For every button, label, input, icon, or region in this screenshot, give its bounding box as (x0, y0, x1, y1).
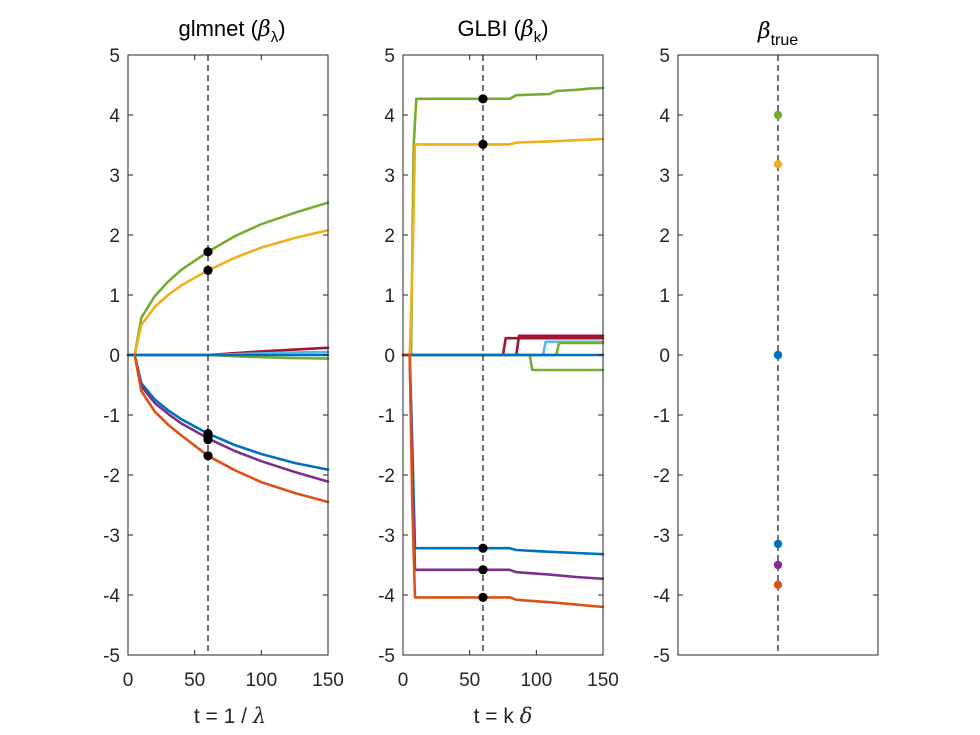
series-line-purple-glbi (401, 353, 605, 581)
y-tick-label-glbi-10: -5 (378, 646, 395, 667)
true-point-orange (773, 580, 783, 589)
y-tick-label-glmnet-10: -5 (103, 646, 120, 667)
y-tick-label-beta-true-7: -2 (653, 466, 670, 487)
y-tick-label-glbi-6: -1 (378, 406, 395, 427)
y-tick-label-glmnet-8: -3 (103, 526, 120, 547)
marker-point-glbi-3 (478, 565, 488, 575)
y-tick-label-glbi-8: -3 (378, 526, 395, 547)
x-tick-label-glmnet-1: 50 (184, 670, 205, 691)
panel-title-glbi: GLBI (βk) (457, 16, 548, 46)
y-tick-label-beta-true-9: -4 (653, 586, 670, 607)
x-tick-label-glbi-3: 150 (587, 670, 619, 691)
y-tick-label-glmnet-1: 4 (109, 106, 120, 127)
series-line-yellow-glbi (401, 137, 605, 357)
x-tick-label-glmnet-0: 0 (123, 670, 134, 691)
series-line-orange-glmnet (133, 353, 330, 504)
y-tick-label-glmnet-2: 3 (109, 166, 120, 187)
true-point-yellow (773, 160, 783, 169)
x-tick-label-glmnet-2: 100 (245, 670, 277, 691)
series-line-blue-glbi (401, 353, 605, 556)
marker-point-glmnet-5 (203, 451, 213, 461)
panel-beta-true: βtrue 5 4 3 2 1 0 -1 -2 -3 -4 -5 (653, 19, 879, 667)
y-tick-label-beta-true-8: -3 (653, 526, 670, 547)
y-tick-label-glmnet-4: 1 (109, 286, 120, 307)
y-tick-label-glbi-5: 0 (384, 346, 395, 367)
series-line-purple-glmnet (133, 353, 330, 483)
y-tick-label-glbi-7: -2 (378, 466, 395, 487)
y-tick-label-beta-true-0: 5 (659, 46, 670, 67)
y-tick-label-glbi-0: 5 (384, 46, 395, 67)
y-tick-label-glmnet-6: -1 (103, 406, 120, 427)
true-point-green (773, 110, 783, 120)
series-line-yellow-glmnet (133, 228, 330, 357)
series-line-green-glmnet (133, 201, 330, 357)
y-tick-label-glbi-2: 3 (384, 166, 395, 187)
x-tick-label-glmnet-3: 150 (312, 670, 344, 691)
true-point-purple (773, 560, 783, 570)
marker-point-glbi-0 (478, 94, 488, 104)
panel-title-glmnet: glmnet (βλ) (178, 16, 285, 46)
y-tick-label-glmnet-9: -4 (103, 586, 120, 607)
x-axis-label-glbi: t = k δ (474, 704, 533, 728)
y-tick-label-glbi-3: 2 (384, 226, 395, 247)
series-line-orange-glbi (401, 353, 605, 609)
y-tick-label-beta-true-2: 3 (659, 166, 670, 187)
x-axis-label-glmnet: t = 1 / λ (194, 704, 266, 728)
y-tick-label-beta-true-6: -1 (653, 406, 670, 427)
y-tick-label-beta-true-4: 1 (659, 286, 670, 307)
marker-point-glbi-1 (478, 139, 488, 149)
marker-point-glbi-2 (478, 543, 488, 553)
true-point-blue-zero (773, 350, 783, 360)
y-tick-label-beta-true-1: 4 (659, 106, 670, 127)
y-tick-label-glmnet-5: 0 (109, 346, 120, 367)
series-line-blue-glmnet (133, 353, 330, 471)
y-tick-label-glbi-4: 1 (384, 286, 395, 307)
true-point-blue (773, 539, 783, 549)
y-tick-label-beta-true-5: 0 (659, 346, 670, 367)
y-tick-label-glmnet-3: 2 (109, 226, 120, 247)
y-tick-label-glbi-9: -4 (378, 586, 395, 607)
y-tick-label-glmnet-7: -2 (103, 466, 120, 487)
marker-point-glmnet-4 (203, 435, 213, 445)
series-line-green-2-glbi (401, 353, 605, 372)
x-tick-label-glbi-0: 0 (398, 670, 409, 691)
marker-point-glmnet-0 (203, 247, 213, 257)
x-tick-label-glbi-2: 100 (520, 670, 552, 691)
panel-title-beta-true: βtrue (757, 19, 798, 49)
marker-point-glbi-4 (478, 592, 488, 603)
y-tick-label-glbi-1: 4 (384, 106, 395, 127)
y-tick-label-beta-true-3: 2 (659, 226, 670, 247)
y-tick-label-glmnet-0: 5 (109, 46, 120, 67)
series-line-green-glbi (401, 86, 605, 357)
x-tick-label-glbi-1: 50 (459, 670, 480, 691)
y-tick-label-beta-true-10: -5 (653, 646, 670, 667)
marker-point-glmnet-1 (203, 265, 213, 275)
